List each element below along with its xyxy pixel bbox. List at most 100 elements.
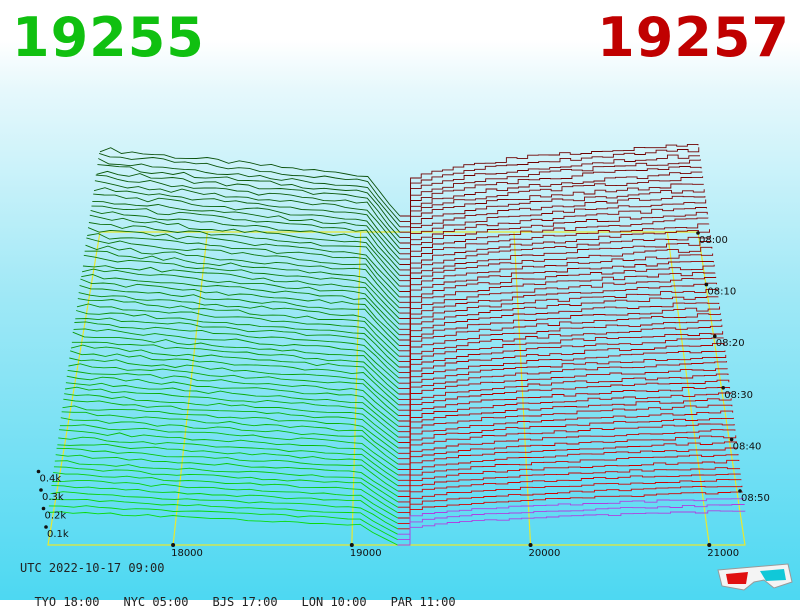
bid-depth-line: [55, 454, 399, 497]
ask-depth-line: [399, 261, 714, 325]
bid-depth-line: [96, 170, 401, 238]
bid-depth-line: [72, 331, 399, 389]
ask-depth-line: [399, 176, 704, 249]
bid-depth-line: [64, 386, 399, 438]
bid-depth-line: [74, 321, 400, 379]
ask-depth-line: [397, 467, 741, 508]
ask-depth-line: [397, 485, 743, 524]
ask-depth-line: [398, 387, 731, 438]
bid-depth-line: [60, 417, 399, 465]
bid-depth-line: [49, 498, 398, 535]
timezone-clock: TYO 18:00: [34, 595, 100, 609]
bid-depth-line: [99, 152, 401, 222]
ask-depth-line: [397, 504, 745, 541]
ask-depth-line: [399, 217, 709, 287]
ask-depth-line: [399, 159, 701, 233]
bid-depth-line: [79, 284, 400, 346]
bid-depth-line: [53, 466, 399, 508]
utc-timestamp: UTC 2022-10-17 09:00: [20, 561, 165, 575]
ask-depth-line: [399, 235, 711, 303]
ask-price: 19257: [597, 6, 790, 69]
ask-depth-line: [399, 229, 711, 298]
bid-depth-line: [67, 369, 399, 422]
depth-chart: 18000 19000 20000 21000 0.1k 0.2k 0.3k 0.4k 08:0…: [36, 143, 770, 559]
bid-depth-line: [90, 209, 400, 276]
ask-depth-line: [398, 324, 723, 384]
bid-depth-line: [73, 328, 400, 384]
bid-depth-line: [84, 250, 400, 314]
volume-tick-mark: [36, 469, 41, 474]
bid-depth-line: [76, 310, 400, 368]
ask-depth-line: [397, 459, 740, 503]
bid-depth-line: [75, 317, 400, 373]
ask-depth-line: [398, 410, 734, 460]
volume-tick-label: 0.1k: [47, 529, 69, 540]
volume-tick-label: 0.2k: [45, 511, 67, 522]
3d-glasses-icon[interactable]: [714, 560, 794, 592]
bid-depth-line: [48, 505, 398, 540]
ask-depth-line: [398, 313, 721, 373]
bid-depth-line: [57, 443, 399, 487]
ask-depth-line: [398, 379, 730, 433]
bid-depth-line: [82, 265, 400, 325]
bid-depth-line: [51, 484, 398, 524]
time-tick-mark: [738, 489, 742, 493]
volume-tick-mark: [41, 506, 46, 511]
ask-depth-line: [398, 373, 729, 427]
bid-depth-line: [83, 254, 400, 319]
bid-depth-line: [52, 480, 398, 519]
x-tick-mark: [707, 543, 712, 547]
time-tick-label: 08:50: [741, 493, 770, 504]
bid-depth-line: [66, 375, 399, 427]
bid-depth-line: [87, 227, 400, 292]
bid-depth-line: [97, 164, 401, 233]
time-tick-mark: [721, 386, 725, 390]
ask-depth-line: [398, 435, 737, 481]
bid-depth-line: [70, 344, 399, 400]
ask-depth-line: [399, 195, 706, 265]
bid-depth-line: [70, 350, 399, 406]
bid-depth-line: [59, 429, 399, 476]
bid-depth-line: [71, 341, 399, 395]
bid-depth-line: [93, 187, 400, 255]
bid-depth-line: [81, 274, 400, 336]
timezone-clock: LON 10:00: [301, 595, 367, 609]
volume-tick-mark: [44, 525, 48, 529]
bid-depth-line: [86, 237, 400, 303]
x-tick-mark: [171, 543, 176, 547]
ask-depth-line: [397, 478, 742, 519]
ask-depth-line: [399, 253, 714, 319]
x-tick-label: 19000: [350, 548, 382, 559]
x-tick-mark: [349, 543, 354, 547]
bid-depth-line: [95, 174, 401, 244]
bid-depth-line: [47, 511, 398, 546]
ask-depth-line: [399, 166, 702, 239]
ask-depth-line: [398, 337, 724, 395]
timezone-clock: PAR 11:00: [390, 595, 456, 609]
time-tick-label: 08:00: [699, 235, 728, 246]
ask-depth-line: [398, 361, 727, 417]
timezone-clock: NYC 05:00: [123, 595, 189, 609]
ask-depth-line: [397, 498, 744, 535]
bid-depth-line: [68, 363, 399, 416]
time-tick-mark: [713, 334, 717, 339]
ask-depth-line: [398, 282, 717, 346]
ask-depth-line: [397, 491, 743, 530]
ask-depth-line: [398, 368, 728, 422]
time-tick-mark: [729, 437, 734, 442]
bid-depth-line: [64, 393, 399, 443]
ask-depth-line: [398, 306, 721, 368]
time-tick-label: 08:10: [707, 287, 736, 298]
bid-depth-line: [63, 398, 399, 449]
ask-depth-line: [399, 272, 716, 336]
ask-depth-line: [398, 289, 718, 352]
ask-depth-line: [397, 441, 737, 487]
ask-depth-line: [398, 392, 731, 443]
ask-depth-line: [397, 473, 741, 514]
bid-depth-line: [80, 278, 400, 341]
bid-depth-line: [98, 158, 401, 228]
time-tick-mark: [704, 282, 709, 287]
bid-depth-line: [91, 205, 400, 271]
volume-tick-label: 0.4k: [40, 474, 62, 485]
bid-depth-line: [53, 471, 399, 513]
